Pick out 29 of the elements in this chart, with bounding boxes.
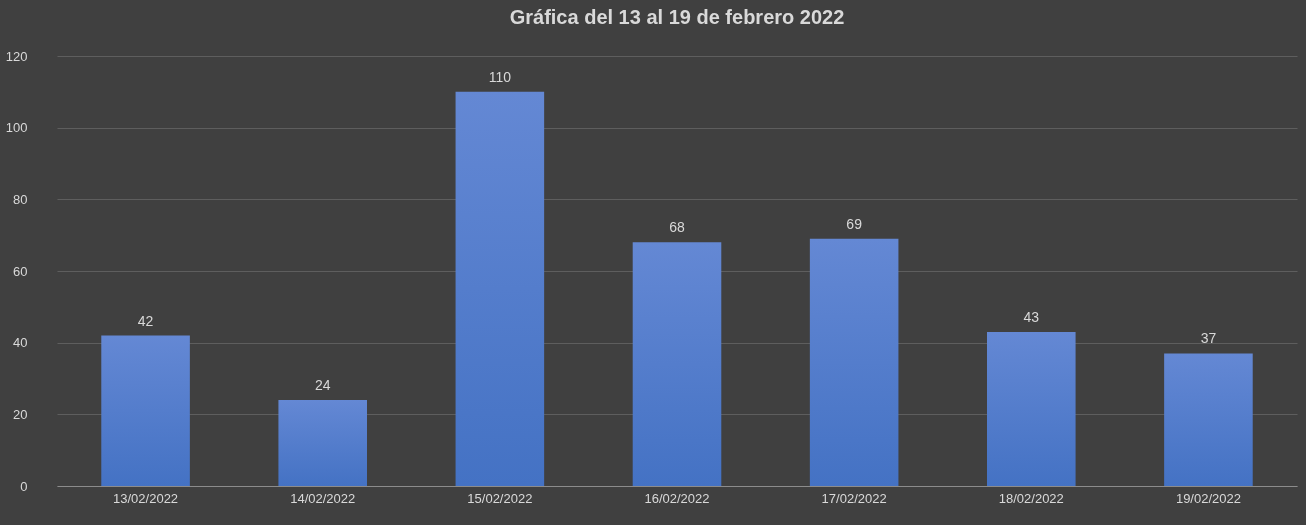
data-label: 69 xyxy=(846,215,863,232)
bar xyxy=(987,331,1076,486)
chart-title: Gráfica del 13 al 19 de febrero 2022 xyxy=(509,6,845,28)
y-tick-label: 40 xyxy=(13,335,28,351)
data-label: 68 xyxy=(669,219,685,236)
x-tick-label: 17/02/2022 xyxy=(821,490,887,506)
bar xyxy=(1164,353,1253,486)
data-label: 110 xyxy=(488,68,512,85)
y-tick-label: 120 xyxy=(5,48,28,64)
bar xyxy=(809,238,899,486)
bar xyxy=(455,91,545,486)
x-tick-label: 15/02/2022 xyxy=(467,490,533,506)
data-label: 37 xyxy=(1200,330,1217,347)
data-label: 24 xyxy=(314,377,331,393)
bar xyxy=(101,335,190,486)
data-label: 42 xyxy=(137,312,154,329)
x-tick-label: 13/02/2022 xyxy=(113,490,179,506)
x-tick-label: 18/02/2022 xyxy=(998,490,1064,506)
y-tick-label: 20 xyxy=(13,406,28,422)
y-tick-label: 100 xyxy=(5,120,28,136)
x-tick-label: 19/02/2022 xyxy=(1175,490,1241,506)
y-tick-label: 60 xyxy=(13,263,28,279)
data-label: 43 xyxy=(1023,308,1040,325)
x-tick-label: 14/02/2022 xyxy=(290,490,356,506)
bar xyxy=(278,400,367,486)
x-tick-label: 16/02/2022 xyxy=(644,490,710,506)
y-tick-label: 0 xyxy=(20,478,28,494)
bar xyxy=(632,242,722,486)
y-tick-label: 80 xyxy=(13,191,28,207)
